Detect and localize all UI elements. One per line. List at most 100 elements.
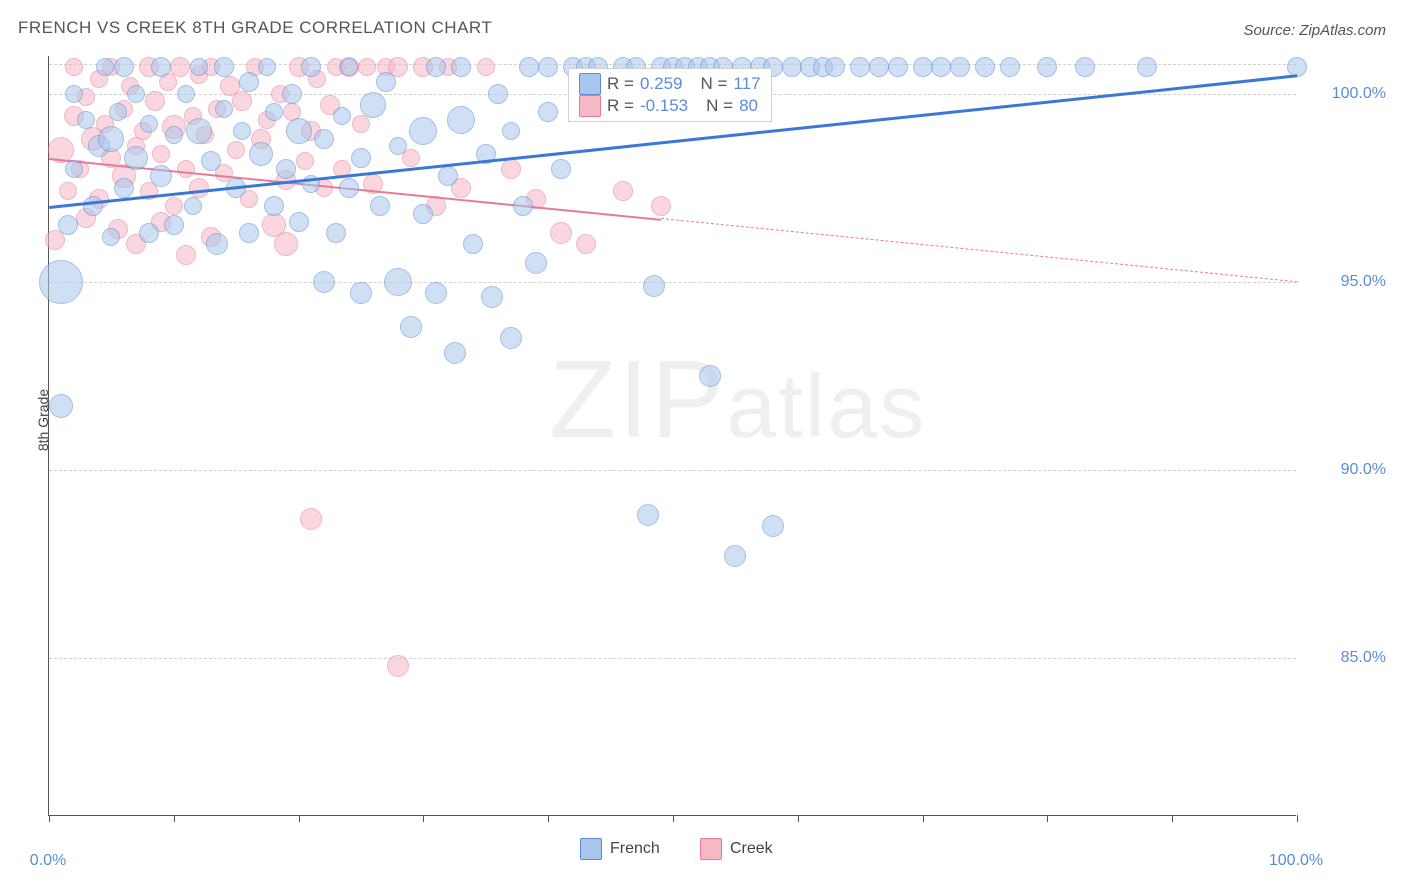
scatter-point-french xyxy=(1037,57,1057,77)
scatter-point-french xyxy=(265,103,283,121)
legend-row: R = 0.259 N = 117 xyxy=(579,73,761,95)
scatter-point-french xyxy=(975,57,995,77)
scatter-point-creek xyxy=(152,145,170,163)
bottom-legend-item: Creek xyxy=(700,838,773,860)
scatter-point-french xyxy=(114,178,134,198)
scatter-point-french xyxy=(127,85,145,103)
legend-r-label: R = xyxy=(607,73,634,95)
x-tick xyxy=(49,815,50,822)
scatter-point-french xyxy=(65,85,83,103)
legend-n-label: N = xyxy=(700,73,727,95)
scatter-point-creek xyxy=(232,91,252,111)
scatter-point-creek xyxy=(165,197,183,215)
scatter-point-french xyxy=(413,204,433,224)
scatter-point-french xyxy=(409,117,437,145)
scatter-point-creek xyxy=(501,159,521,179)
correlation-legend: R =0.259N =117R =-0.153N =80 xyxy=(568,68,772,122)
scatter-point-french xyxy=(762,515,784,537)
scatter-point-french xyxy=(314,129,334,149)
y-tick-label: 90.0% xyxy=(1341,461,1386,479)
legend-swatch xyxy=(580,838,602,860)
scatter-point-french xyxy=(286,118,312,144)
scatter-point-french xyxy=(350,282,372,304)
scatter-point-french xyxy=(65,160,83,178)
scatter-point-french xyxy=(276,159,296,179)
scatter-point-french xyxy=(551,159,571,179)
scatter-point-french xyxy=(140,115,158,133)
scatter-point-french xyxy=(782,57,802,77)
scatter-point-french xyxy=(699,365,721,387)
scatter-point-french xyxy=(488,84,508,104)
legend-label: Creek xyxy=(730,840,773,858)
scatter-point-french xyxy=(124,146,148,170)
gridline xyxy=(49,658,1296,659)
scatter-point-french xyxy=(239,72,259,92)
scatter-point-french xyxy=(313,271,335,293)
scatter-point-french xyxy=(49,394,73,418)
scatter-point-french xyxy=(913,57,933,77)
scatter-point-french xyxy=(249,142,273,166)
scatter-point-french xyxy=(58,215,78,235)
scatter-point-creek xyxy=(177,160,195,178)
gridline xyxy=(49,470,1296,471)
bottom-legend-item: French xyxy=(580,838,660,860)
x-tick-label: 100.0% xyxy=(1269,852,1323,870)
scatter-point-creek xyxy=(300,508,322,530)
scatter-point-french xyxy=(525,252,547,274)
scatter-point-french xyxy=(463,234,483,254)
scatter-point-french xyxy=(1000,57,1020,77)
x-tick xyxy=(299,815,300,822)
scatter-point-french xyxy=(888,57,908,77)
x-tick-label: 0.0% xyxy=(30,852,66,870)
legend-n-label: N = xyxy=(706,95,733,117)
legend-swatch xyxy=(700,838,722,860)
scatter-point-french xyxy=(351,148,371,168)
scatter-point-creek xyxy=(274,232,298,256)
scatter-point-french xyxy=(333,107,351,125)
legend-r-label: R = xyxy=(607,95,634,117)
scatter-point-creek xyxy=(358,58,376,76)
legend-n-value: 80 xyxy=(739,95,758,117)
scatter-point-creek xyxy=(189,178,209,198)
scatter-point-french xyxy=(519,57,539,77)
x-tick xyxy=(1297,815,1298,822)
scatter-point-french xyxy=(239,223,259,243)
scatter-point-french xyxy=(360,92,386,118)
legend-n-value: 117 xyxy=(733,73,760,95)
scatter-point-french xyxy=(389,137,407,155)
scatter-point-french xyxy=(850,57,870,77)
legend-swatch xyxy=(579,95,601,117)
scatter-point-french xyxy=(724,545,746,567)
scatter-point-creek xyxy=(352,115,370,133)
scatter-point-french xyxy=(184,197,202,215)
scatter-point-french xyxy=(215,100,233,118)
scatter-point-french xyxy=(538,102,558,122)
scatter-point-french xyxy=(447,106,475,134)
legend-r-value: -0.153 xyxy=(640,95,688,117)
legend-r-value: 0.259 xyxy=(640,73,683,95)
scatter-point-creek xyxy=(59,182,77,200)
scatter-point-french xyxy=(186,118,212,144)
scatter-plot: ZIPatlas xyxy=(48,56,1296,816)
scatter-point-french xyxy=(289,212,309,232)
scatter-point-french xyxy=(643,275,665,297)
scatter-point-french xyxy=(206,233,228,255)
scatter-point-french xyxy=(869,57,889,77)
scatter-point-french xyxy=(165,126,183,144)
scatter-point-creek xyxy=(227,141,245,159)
watermark-big: ZIP xyxy=(549,338,726,461)
scatter-point-creek xyxy=(65,58,83,76)
scatter-point-french xyxy=(190,58,208,76)
scatter-point-french xyxy=(83,196,103,216)
scatter-point-french xyxy=(151,57,171,77)
scatter-point-french xyxy=(109,103,127,121)
x-tick xyxy=(798,815,799,822)
y-tick-label: 100.0% xyxy=(1332,85,1386,103)
y-tick-label: 95.0% xyxy=(1341,273,1386,291)
scatter-point-creek xyxy=(477,58,495,76)
scatter-point-french xyxy=(164,215,184,235)
scatter-point-french xyxy=(301,57,321,77)
x-tick xyxy=(923,815,924,822)
scatter-point-french xyxy=(538,57,558,77)
legend-swatch xyxy=(579,73,601,95)
